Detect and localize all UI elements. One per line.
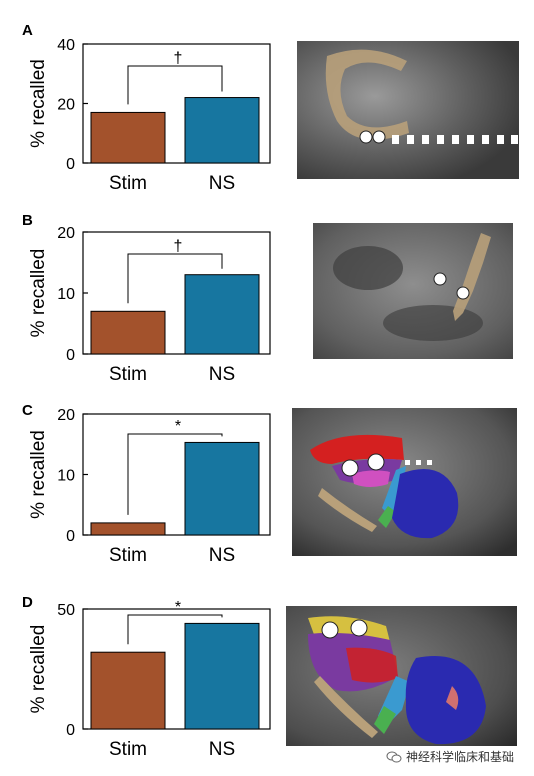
wechat-icon xyxy=(386,751,402,762)
significance-bracket xyxy=(127,433,223,515)
bar-ns xyxy=(184,97,260,164)
bar-stim xyxy=(90,310,166,355)
significance-marker: † xyxy=(174,50,183,67)
significance-marker: * xyxy=(175,418,181,435)
panel-c: C 0 10 20 % recalled Stim NS * xyxy=(0,380,534,572)
panel-d: D 0 50 % recalled Stim NS * 神经科学临床和基础 xyxy=(0,572,534,776)
bar-chart-b: 0 10 20 % recalled Stim NS † xyxy=(28,225,271,380)
y-tick-label: 20 xyxy=(57,97,75,114)
bar-chart-a: 0 20 40 % recalled Stim NS † xyxy=(28,37,271,190)
bar-stim xyxy=(90,111,166,164)
bar-ns xyxy=(184,441,260,536)
significance-bracket xyxy=(127,65,223,105)
y-tick-label: 40 xyxy=(57,37,75,54)
x-tick-label: Stim xyxy=(109,739,147,760)
mri-image-d xyxy=(286,606,517,746)
y-axis-label: % recalled xyxy=(28,625,49,714)
y-tick-label: 0 xyxy=(66,347,75,364)
panel-letter: B xyxy=(22,212,33,229)
significance-bracket xyxy=(127,253,223,304)
y-tick-label: 20 xyxy=(57,407,75,424)
bar-chart-d: 0 50 % recalled Stim NS * xyxy=(28,599,271,760)
y-axis-label: % recalled xyxy=(28,59,49,148)
x-tick-label: NS xyxy=(209,364,235,380)
watermark-text: 神经科学临床和基础 xyxy=(405,750,514,764)
watermark: 神经科学临床和基础 xyxy=(381,747,518,766)
x-tick-label: Stim xyxy=(109,545,147,566)
significance-marker: † xyxy=(174,238,183,255)
axes-frame xyxy=(82,608,271,730)
x-tick-label: Stim xyxy=(109,364,147,380)
x-tick-label: NS xyxy=(209,739,235,760)
y-tick-label: 10 xyxy=(57,468,75,485)
bar-stim xyxy=(90,651,166,730)
y-tick-label: 50 xyxy=(57,602,75,619)
mri-image-c xyxy=(292,408,517,556)
y-tick-label: 0 xyxy=(66,528,75,545)
x-tick-label: NS xyxy=(209,545,235,566)
panel-letter: C xyxy=(22,402,33,419)
x-tick-label: NS xyxy=(209,173,235,190)
panel-letter: D xyxy=(22,594,33,611)
bar-ns xyxy=(184,622,260,730)
mri-image-b xyxy=(313,223,513,359)
mri-image-a xyxy=(297,41,519,179)
panel-a: A 0 20 40 % recalled Stim NS † xyxy=(0,0,534,190)
y-axis-label: % recalled xyxy=(28,249,49,338)
bar-stim xyxy=(90,522,166,536)
significance-marker: * xyxy=(175,599,181,616)
y-tick-label: 10 xyxy=(57,286,75,303)
panel-b: B 0 10 20 % recalled Stim NS † xyxy=(0,190,534,380)
y-tick-label: 20 xyxy=(57,225,75,242)
y-tick-label: 0 xyxy=(66,156,75,173)
bar-chart-c: 0 10 20 % recalled Stim NS * xyxy=(28,407,271,566)
panel-letter: A xyxy=(22,22,33,39)
significance-bracket xyxy=(127,614,223,645)
x-tick-label: Stim xyxy=(109,173,147,190)
y-axis-label: % recalled xyxy=(28,430,49,519)
bar-ns xyxy=(184,274,260,355)
y-tick-label: 0 xyxy=(66,722,75,739)
